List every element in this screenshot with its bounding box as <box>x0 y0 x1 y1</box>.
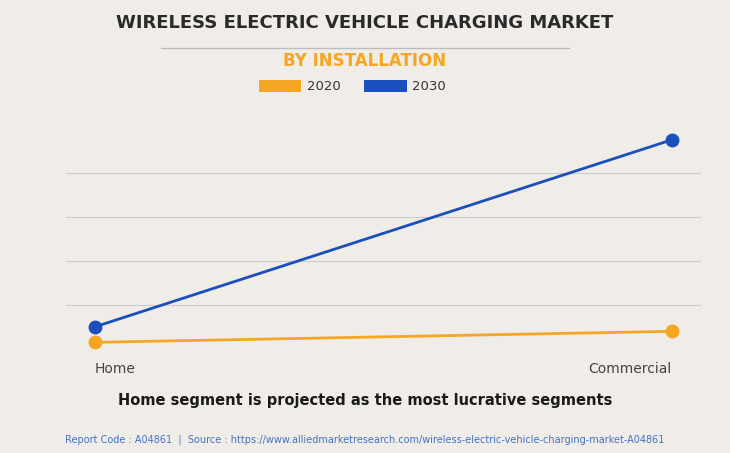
Text: 2020: 2020 <box>307 80 341 92</box>
Text: BY INSTALLATION: BY INSTALLATION <box>283 52 447 70</box>
Text: Report Code : A04861  |  Source : https://www.alliedmarketresearch.com/wireless-: Report Code : A04861 | Source : https://… <box>65 434 665 445</box>
Text: WIRELESS ELECTRIC VEHICLE CHARGING MARKET: WIRELESS ELECTRIC VEHICLE CHARGING MARKE… <box>116 14 614 32</box>
Text: Home segment is projected as the most lucrative segments: Home segment is projected as the most lu… <box>118 393 612 409</box>
Text: 2030: 2030 <box>412 80 446 92</box>
